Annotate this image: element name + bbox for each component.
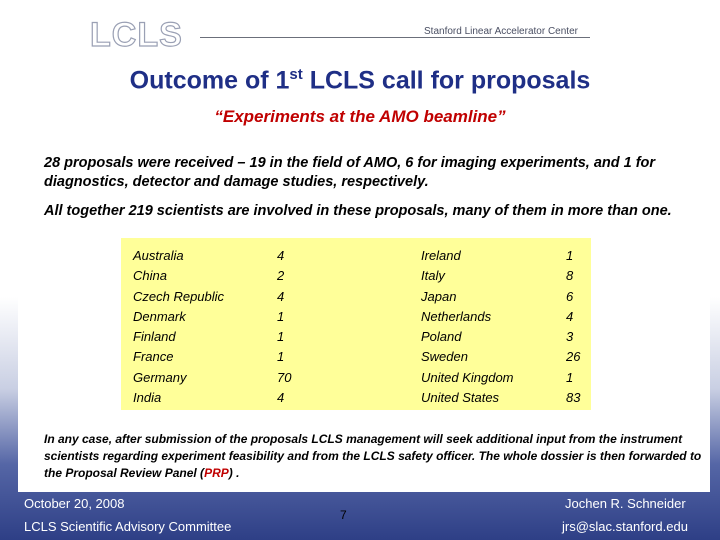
country-table: [121, 238, 591, 410]
country-name: Australia: [133, 248, 184, 263]
country-count: 83: [566, 390, 581, 406]
footer-date: October 20, 2008: [24, 496, 125, 511]
country-name: China: [133, 268, 167, 284]
review-process-note: In any case, after submission of the pro…: [44, 432, 702, 480]
country-name: India: [133, 390, 162, 406]
country-name: Czech Republic: [133, 288, 225, 304]
footer-email: jrs@slac.stanford.edu: [562, 519, 688, 534]
country-names-left: Australia China Czech Republic Denmark F…: [133, 246, 224, 408]
country-name: Netherlands: [421, 308, 492, 324]
country-count: 70: [277, 369, 292, 385]
country-count: 1: [277, 308, 285, 324]
country-name: Germany: [133, 369, 187, 385]
country-name: Poland: [421, 329, 462, 345]
svg-text:LCLS: LCLS: [90, 16, 183, 54]
footer-committee: LCLS Scientific Advisory Committee: [24, 519, 232, 534]
country-count: 2: [277, 268, 285, 284]
country-counts-right: 1 8 6 4 3 26 1 83: [566, 246, 580, 408]
country-name: Italy: [421, 268, 445, 284]
country-count: 4: [566, 308, 574, 324]
page-number: 7: [340, 508, 347, 522]
country-name: United States: [421, 390, 500, 406]
proposals-summary: 28 proposals were received – 19 in the f…: [44, 155, 656, 190]
country-name: Finland: [133, 329, 176, 345]
country-count: 6: [566, 288, 574, 304]
country-count: 4: [277, 288, 285, 304]
country-count: 4: [277, 248, 285, 263]
scientists-summary: All together 219 scientists are involved…: [44, 203, 672, 219]
country-count: 1: [277, 349, 285, 365]
country-counts-left: 4 2 4 1 1 1 70 4: [277, 246, 291, 408]
footer-presenter: Jochen R. Schneider: [565, 496, 686, 511]
organization-name: Stanford Linear Accelerator Center: [424, 26, 578, 37]
slide-subtitle: “Experiments at the AMO beamline”: [214, 107, 506, 126]
country-count: 1: [566, 369, 574, 385]
prp-abbreviation: PRP: [204, 466, 229, 480]
country-names-right: Ireland Italy Japan Netherlands Poland S…: [421, 246, 514, 408]
country-name: Denmark: [133, 308, 186, 324]
country-count: 8: [566, 268, 574, 284]
country-name: Sweden: [421, 349, 468, 365]
header-rule: [200, 37, 590, 38]
country-count: 4: [277, 390, 285, 406]
country-name: Japan: [421, 288, 457, 304]
country-count: 26: [566, 349, 581, 365]
slide-title: Outcome of 1st LCLS call for proposals: [129, 66, 591, 95]
country-name: Ireland: [421, 248, 461, 263]
lcls-logo: LCLS: [89, 15, 183, 54]
country-count: 3: [566, 329, 574, 345]
country-count: 1: [566, 248, 574, 263]
country-name: United Kingdom: [421, 369, 514, 385]
country-count: 1: [277, 329, 285, 345]
country-name: France: [133, 349, 174, 365]
